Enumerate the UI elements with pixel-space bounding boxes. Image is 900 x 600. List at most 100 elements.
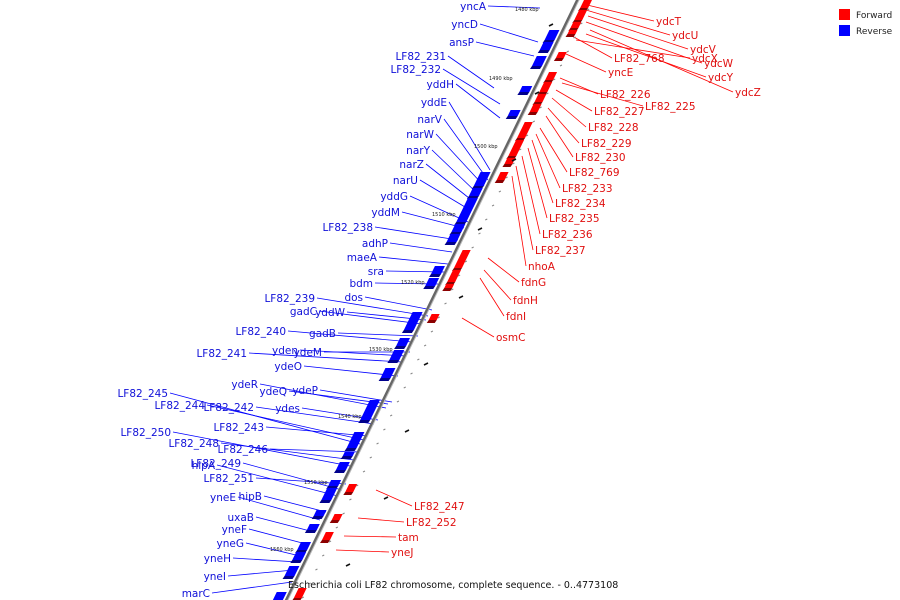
reverse-gene-label: hipB xyxy=(239,491,262,503)
forward-leader-line xyxy=(547,107,580,144)
reverse-leader-line xyxy=(220,442,355,461)
reverse-gene-label: LF82_242 xyxy=(203,402,254,414)
reverse-leader-line xyxy=(269,448,361,453)
reverse-leader-line xyxy=(374,226,459,241)
gene-block xyxy=(292,552,307,560)
ruler-dots xyxy=(301,8,590,599)
reverse-leader-line xyxy=(447,55,495,89)
ruler-tick xyxy=(532,120,536,123)
reverse-gene-label: ydes xyxy=(275,403,300,415)
reverse-gene-label: yddE xyxy=(421,97,447,109)
gene-block xyxy=(570,22,582,28)
ruler-tick xyxy=(417,358,420,361)
gene-block xyxy=(321,488,338,500)
ruler-tick xyxy=(518,148,522,151)
reverse-leader-line xyxy=(409,195,469,223)
forward-gene-label: LF82_768 xyxy=(614,53,665,65)
forward-gene-label: ydcV xyxy=(690,44,717,56)
forward-leader-line xyxy=(571,35,613,59)
ruler-tick xyxy=(437,316,440,319)
gene-block-shadow xyxy=(387,360,400,363)
ruler-tick xyxy=(552,78,556,81)
reverse-leader-line xyxy=(211,581,293,594)
ruler-mark-label: 1540 kbp xyxy=(338,414,362,420)
reverse-gene-label: LF82_244 xyxy=(154,400,205,412)
gene-block xyxy=(428,314,440,320)
forward-leader-line xyxy=(535,133,561,189)
reverse-leader-line xyxy=(431,149,479,195)
gene-block xyxy=(345,484,358,492)
gene-block xyxy=(519,86,533,92)
ruler-major-tick xyxy=(477,227,483,231)
reverse-leader-line xyxy=(299,349,407,357)
gene-block-shadow xyxy=(444,242,457,245)
forward-gene-label: yneJ xyxy=(391,547,413,559)
gene-block-shadow xyxy=(502,164,513,167)
reverse-leader-line xyxy=(479,23,539,43)
ruler-tick xyxy=(580,22,583,25)
reverse-leader-line xyxy=(389,242,453,253)
gene-block xyxy=(545,72,558,80)
reverse-leader-line xyxy=(475,41,535,57)
ruler-tick xyxy=(566,50,569,53)
legend-forward-label: Forward xyxy=(856,11,892,21)
reverse-leader-line xyxy=(442,68,501,105)
forward-gene-label: LF82_230 xyxy=(575,152,626,164)
reverse-gene-label: maeA xyxy=(347,252,378,264)
gene-block xyxy=(451,224,466,232)
ruler-tick xyxy=(451,288,454,291)
reverse-gene-label: yneI xyxy=(204,571,226,583)
gene-block xyxy=(313,510,327,516)
reverse-gene-label: yddM xyxy=(371,207,400,219)
gene-block-shadow xyxy=(340,456,353,459)
reverse-gene-label: LF82_238 xyxy=(322,222,373,234)
ruler-tick xyxy=(369,456,373,459)
ruler-tick xyxy=(308,582,311,585)
ruler-tick xyxy=(423,344,427,347)
reverse-gene-label: yddG xyxy=(380,191,408,203)
ruler-tick xyxy=(498,190,502,193)
reverse-leader-line xyxy=(448,101,491,171)
gene-block xyxy=(504,158,516,164)
gene-block xyxy=(444,284,455,288)
reverse-gene-label: narV xyxy=(417,114,442,126)
reverse-gene-label: LF82_246 xyxy=(217,444,268,456)
forward-gene-label: yncE xyxy=(608,67,633,79)
reverse-gene-label: narU xyxy=(393,175,418,187)
forward-leader-line xyxy=(585,9,671,36)
reverse-gene-label: LF82_243 xyxy=(213,422,264,434)
gene-block-shadow xyxy=(527,112,538,115)
ruler-major-tick xyxy=(511,158,517,162)
chromosome-axis xyxy=(284,0,580,600)
gene-block xyxy=(555,52,567,58)
gene-block-shadow xyxy=(304,530,317,533)
reverse-leader-line xyxy=(263,495,327,513)
gene-block xyxy=(508,140,525,156)
forward-gene-label: LF82_227 xyxy=(594,106,645,118)
legend-reverse-swatch xyxy=(839,25,850,36)
gene-block xyxy=(328,480,342,486)
ruler-major-tick xyxy=(534,91,540,95)
forward-leader-line xyxy=(561,82,644,107)
gene-block-shadow xyxy=(426,320,437,323)
gene-block-shadow xyxy=(358,420,371,423)
reverse-gene-label: sra xyxy=(368,266,384,278)
gene-block-shadow xyxy=(343,492,354,495)
forward-gene-label: ydcX xyxy=(692,53,718,65)
gene-block xyxy=(567,30,578,34)
gene-block xyxy=(389,350,405,360)
gene-block-shadow xyxy=(329,520,340,523)
gene-block xyxy=(431,266,445,274)
gene-block xyxy=(331,514,343,520)
gene-block-shadow xyxy=(319,540,330,543)
forward-leader-line xyxy=(527,147,548,219)
ruler-tick xyxy=(471,246,474,249)
forward-gene-label: LF82_769 xyxy=(569,167,620,179)
reverse-gene-label: ansP xyxy=(449,37,474,49)
gene-block-shadow xyxy=(494,180,505,183)
gene-block-shadow xyxy=(378,378,391,381)
forward-gene-label: LF82_229 xyxy=(581,138,632,150)
reverse-leader-line xyxy=(259,383,387,409)
ruler-mark-label: 1520 kbp xyxy=(401,280,425,286)
gene-block-shadow xyxy=(429,274,442,277)
